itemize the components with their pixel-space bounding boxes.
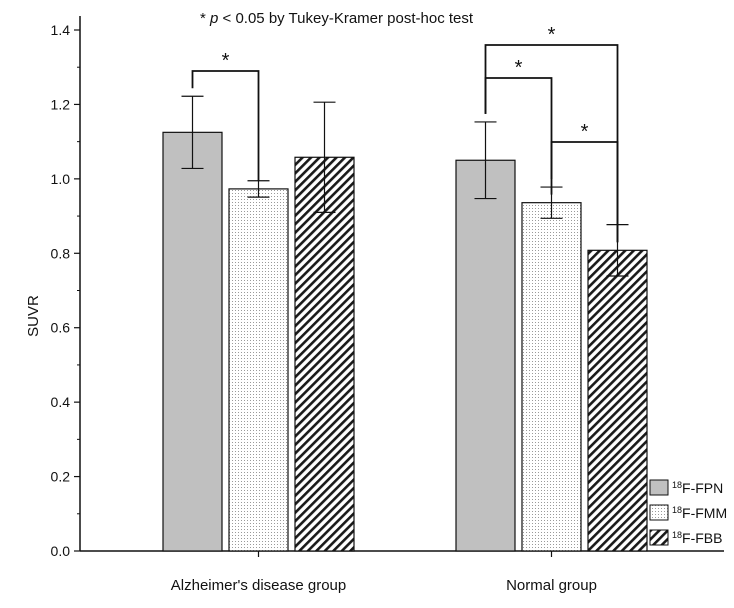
significance-star: * bbox=[515, 57, 523, 79]
bar bbox=[455, 159, 516, 552]
y-tick-label: 0.2 bbox=[51, 469, 71, 485]
bar bbox=[521, 202, 582, 552]
significance-bracket bbox=[191, 70, 260, 181]
legend-swatch bbox=[649, 529, 669, 546]
legend-label: 18F-FPN bbox=[672, 480, 723, 496]
legend: 18F-FPN 18F-FMM 18F-FBB bbox=[649, 479, 727, 546]
significance-bracket bbox=[484, 44, 619, 243]
x-category-label: Normal group bbox=[506, 577, 597, 594]
legend-swatch bbox=[649, 504, 669, 521]
bar bbox=[587, 249, 648, 552]
y-tick-label: 1.0 bbox=[51, 171, 71, 187]
bar bbox=[228, 188, 289, 552]
legend-label: 18F-FBB bbox=[672, 530, 722, 546]
y-axis-title: SUVR bbox=[25, 295, 42, 337]
x-category-label: Alzheimer's disease group bbox=[171, 577, 346, 594]
y-tick-label: 0.0 bbox=[51, 543, 71, 559]
significance-note: * p < 0.05 by Tukey-Kramer post-hoc test bbox=[200, 10, 474, 27]
significance-star: * bbox=[581, 121, 589, 143]
y-tick-label: 0.4 bbox=[51, 394, 71, 410]
legend-swatch bbox=[649, 479, 669, 496]
significance-star: * bbox=[222, 50, 230, 72]
legend-label: 18F-FMM bbox=[672, 505, 727, 521]
y-tick-label: 1.2 bbox=[51, 96, 71, 112]
bars bbox=[162, 131, 648, 552]
significance-brackets: * * * * bbox=[191, 24, 619, 243]
significance-star: * bbox=[548, 24, 556, 46]
y-tick-label: 1.4 bbox=[51, 22, 71, 38]
y-tick-label: 0.6 bbox=[51, 320, 71, 336]
bar bbox=[162, 131, 223, 552]
bar bbox=[294, 156, 355, 552]
y-tick-label: 0.8 bbox=[51, 245, 71, 261]
